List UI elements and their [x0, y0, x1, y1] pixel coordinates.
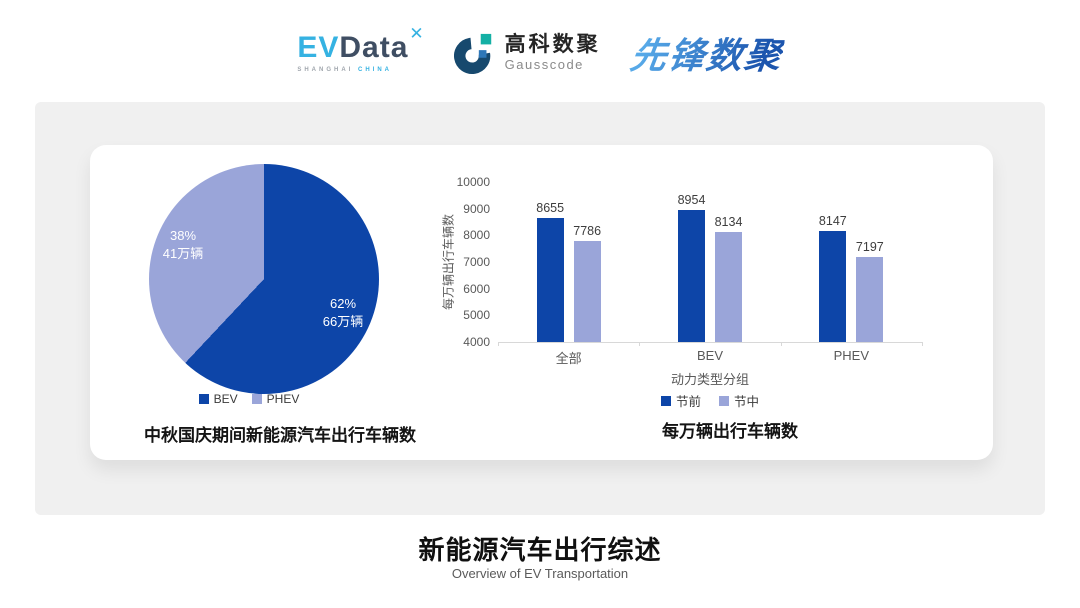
bar-value-label: 8147 — [818, 214, 847, 229]
y-axis-tick-label: 4000 — [463, 335, 490, 349]
bar-value-label: 8655 — [536, 200, 565, 215]
x-category-label: 全部 — [555, 351, 582, 366]
gausscode-g-icon — [453, 33, 491, 74]
pie-title: 中秋国庆期间新能源汽车出行车辆数 — [144, 426, 416, 445]
legend-label: BEV — [213, 392, 238, 406]
header-logos: EV Data ✕ SHANGHAI CHINA 高科数聚 Gausscode 先锋… — [0, 24, 1080, 82]
y-axis-tick-label: 7000 — [463, 255, 490, 269]
legend-label: 节前 — [675, 395, 701, 409]
legend-swatch-icon — [660, 395, 671, 406]
bar-value-label: 7197 — [855, 239, 884, 254]
pioneer-logo: 先锋数聚 — [627, 27, 786, 79]
page-subtitle: Overview of EV Transportation — [451, 566, 629, 581]
evdata-wordmark: EV Data ✕ — [297, 25, 423, 64]
legend-item: 节前 — [660, 391, 701, 410]
page-title: 新能源汽车出行综述 — [418, 535, 662, 565]
bar-value-label: 8134 — [714, 214, 743, 229]
legend-item: PHEV — [251, 392, 300, 406]
legend-item: 节中 — [719, 391, 759, 410]
pie-graphic — [149, 164, 379, 394]
x-category-label: BEV — [696, 348, 723, 363]
x-axis-tick — [498, 342, 499, 346]
evdata-china-text: CHINA — [358, 67, 393, 73]
legend-swatch-icon — [251, 394, 262, 404]
evdata-shanghai-text: SHANGHAI — [297, 67, 354, 73]
evdata-ev-text: EV — [297, 31, 340, 64]
bar-segment — [819, 231, 847, 342]
gausscode-en-text: Gausscode — [504, 57, 584, 73]
pie-legend: BEV PHEV — [134, 392, 364, 406]
evdata-data-text: Data — [339, 31, 409, 64]
bar-segment — [856, 256, 884, 342]
legend-label: PHEV — [266, 392, 300, 406]
x-axis-tick — [922, 342, 923, 346]
charts-card: 38% 41万辆 62% 66万辆 BEV PHEV 中秋国庆期间新能源汽车出行车… — [90, 145, 993, 460]
gausscode-logo: 高科数聚 Gausscode — [453, 31, 601, 75]
x-axis-tick — [780, 342, 782, 346]
x-category-label: PHEV — [833, 348, 870, 363]
bar-value-label: 8954 — [677, 192, 706, 207]
y-axis-tick-label: 9000 — [463, 201, 490, 216]
x-axis-line — [498, 342, 922, 343]
evdata-subtext: SHANGHAI CHINA — [297, 67, 392, 73]
pie-bev-percent: 62% — [329, 296, 357, 311]
pie-phev-amount: 41万辆 — [162, 245, 204, 261]
bar-value-label: 7786 — [573, 224, 602, 239]
bar-legend: 节前 节中 — [498, 391, 922, 410]
bar-x-axis-label: 动力类型分组 — [670, 372, 749, 387]
pie-phev-percent: 38% — [169, 228, 197, 243]
content-panel: 38% 41万辆 62% 66万辆 BEV PHEV 中秋国庆期间新能源汽车出行车… — [35, 102, 1045, 515]
pie-label-bev: 62% 66万辆 — [293, 295, 393, 330]
bar-segment — [715, 231, 742, 342]
bar-segment — [536, 217, 564, 342]
y-axis-tick-label: 8000 — [463, 228, 490, 243]
bar-chart: 每万辆出行车辆数 4000 5000 6000 7000 8000 9000 10000 86… — [90, 145, 993, 460]
y-axis-tick-label: 10000 — [456, 175, 490, 189]
gausscode-cn-text: 高科数聚 — [504, 32, 601, 56]
x-axis-tick — [639, 342, 641, 346]
legend-item: BEV — [198, 392, 238, 406]
bar-title: 每万辆出行车辆数 — [662, 422, 798, 441]
gausscode-text: 高科数聚 Gausscode — [504, 32, 601, 73]
pie-bev-amount: 66万辆 — [322, 313, 364, 329]
bar-segment — [573, 241, 601, 342]
y-axis-tick-label: 5000 — [463, 308, 490, 323]
y-axis-tick-label: 6000 — [463, 281, 490, 296]
legend-label: 节中 — [734, 395, 760, 409]
pie-label-phev: 38% 41万辆 — [133, 227, 233, 262]
legend-swatch-icon — [198, 394, 209, 404]
legend-swatch-icon — [719, 395, 729, 406]
bar-segment — [678, 209, 705, 342]
evdata-x-icon: ✕ — [409, 24, 425, 43]
evdata-logo: EV Data ✕ SHANGHAI CHINA — [297, 25, 423, 73]
